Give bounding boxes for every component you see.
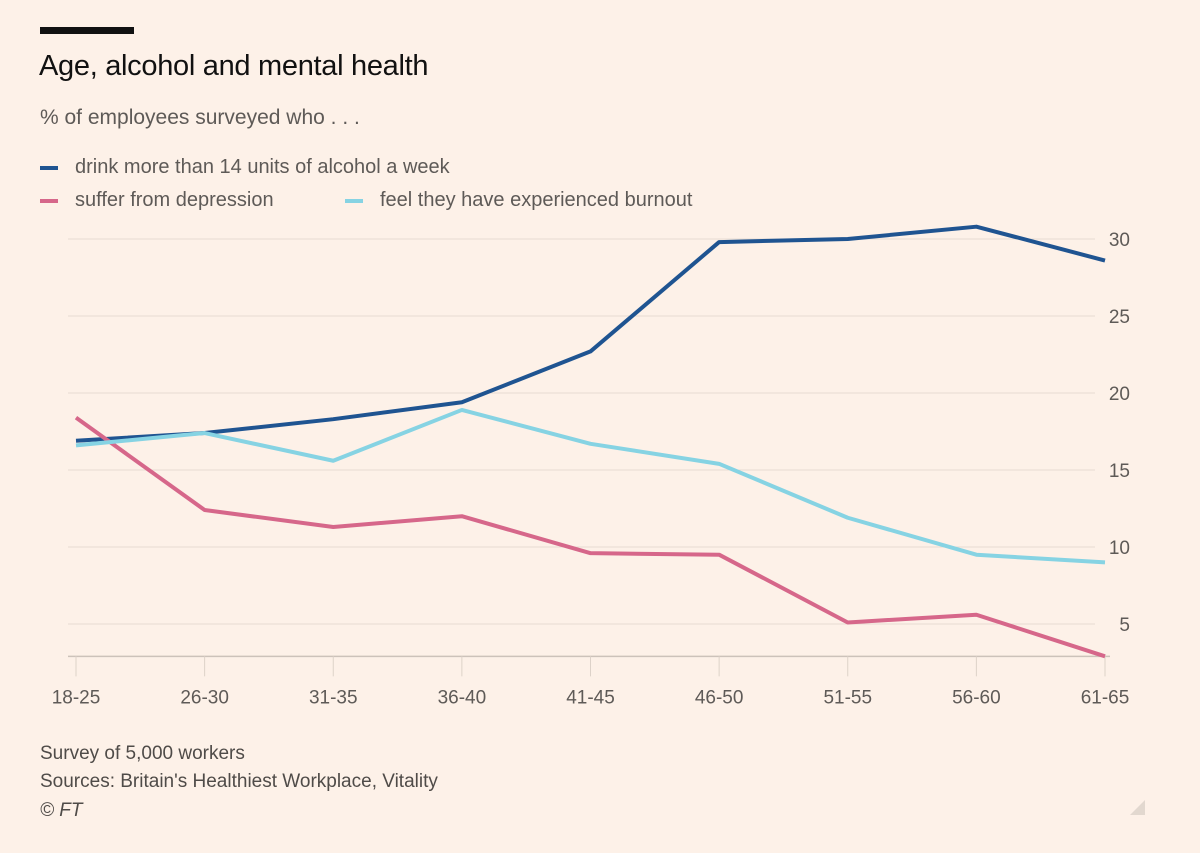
x-tick-label: 26-30 — [180, 687, 229, 708]
y-tick-label: 5 — [1119, 615, 1130, 636]
chart-title: Age, alcohol and mental health — [39, 50, 429, 82]
y-tick-label: 20 — [1109, 384, 1130, 405]
x-tick-label: 41-45 — [566, 687, 615, 708]
chart-subtitle: % of employees surveyed who . . . — [40, 106, 360, 129]
legend-swatch — [345, 198, 363, 203]
x-tick-label: 31-35 — [309, 687, 358, 708]
legend-label: drink more than 14 units of alcohol a we… — [75, 156, 450, 178]
x-tick-label: 46-50 — [695, 687, 744, 708]
legend-swatch — [40, 165, 58, 170]
footnote: Survey of 5,000 workers — [40, 743, 245, 764]
y-tick-label: 10 — [1109, 538, 1130, 559]
copyright: © FT — [40, 800, 83, 821]
x-tick-label: 56-60 — [952, 687, 1001, 708]
legend-item-alcohol: drink more than 14 units of alcohol a we… — [40, 156, 450, 179]
sources: Sources: Britain's Healthiest Workplace,… — [40, 771, 438, 792]
x-tick-label: 36-40 — [438, 687, 487, 708]
x-tick-label: 61-65 — [1081, 687, 1130, 708]
legend-label: feel they have experienced burnout — [380, 189, 693, 211]
legend-label: suffer from depression — [75, 189, 274, 211]
ft-title-bar — [40, 27, 134, 34]
y-tick-label: 25 — [1109, 307, 1130, 328]
legend-item-burnout: feel they have experienced burnout — [345, 189, 692, 212]
series-line-2 — [75, 407, 1106, 565]
legend-item-depression: suffer from depression — [40, 189, 274, 212]
y-tick-label: 30 — [1109, 230, 1130, 251]
y-tick-label: 15 — [1109, 461, 1130, 482]
x-tick-label: 51-55 — [823, 687, 872, 708]
resize-corner-icon — [1130, 800, 1145, 815]
series-line-1 — [74, 416, 1106, 659]
x-tick-label: 18-25 — [52, 687, 101, 708]
series-line-0 — [75, 224, 1106, 443]
legend-swatch — [40, 198, 58, 203]
